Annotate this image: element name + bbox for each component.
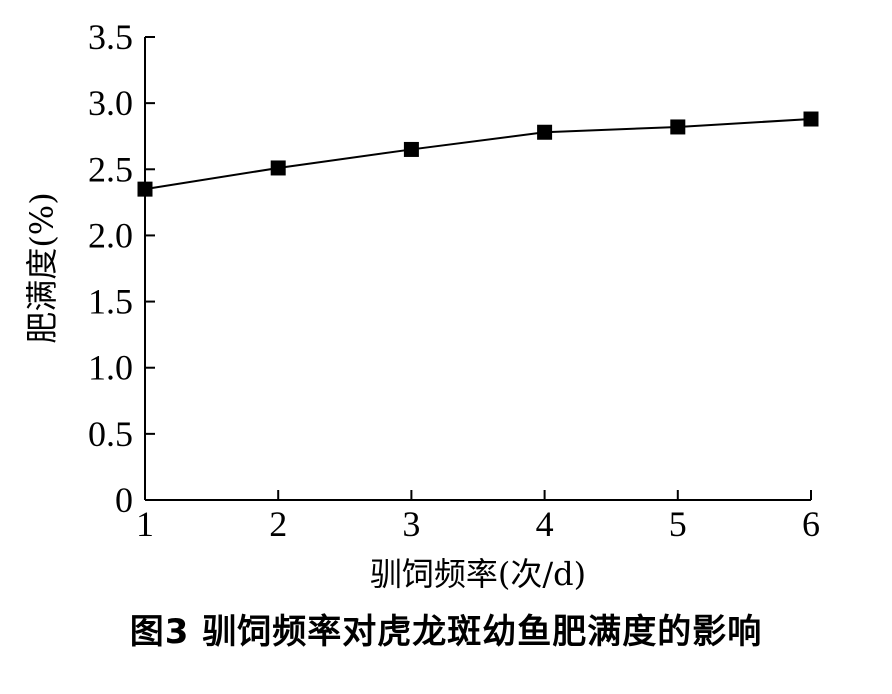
data-point-marker (270, 160, 286, 176)
x-tick-label: 4 (536, 504, 554, 544)
y-axis-title: 肥满度(%) (23, 192, 61, 343)
data-point-marker (670, 119, 686, 135)
y-tick-label: 3.5 (88, 17, 133, 57)
x-tick-label: 1 (136, 504, 154, 544)
x-tick-label: 3 (402, 504, 420, 544)
figure-caption: 图3 驯饲频率对虎龙斑幼鱼肥满度的影响 (129, 612, 763, 652)
x-tick-label: 2 (269, 504, 287, 544)
data-point-marker (803, 111, 819, 127)
y-tick-label: 2.5 (88, 149, 133, 189)
x-ticks: 1 2 3 4 5 6 (136, 490, 820, 544)
series-line (144, 118, 812, 191)
y-ticks: 0 0.5 1.0 1.5 2.0 2.5 3.0 3.5 (88, 17, 155, 520)
x-tick-label: 6 (802, 504, 820, 544)
y-tick-label: 1.5 (88, 282, 133, 322)
data-point-marker (537, 124, 553, 140)
y-tick-label: 0.5 (88, 414, 133, 454)
data-point-marker (137, 181, 153, 197)
y-tick-label: 2.0 (88, 215, 133, 255)
y-tick-label: 1.0 (88, 348, 133, 388)
y-tick-label: 3.0 (88, 83, 133, 123)
x-axis-title: 驯饲频率(次/d) (370, 555, 586, 593)
series (137, 111, 819, 197)
y-tick-label: 0 (115, 480, 133, 520)
x-tick-label: 5 (669, 504, 687, 544)
data-point-marker (403, 141, 419, 157)
axes (144, 37, 811, 501)
